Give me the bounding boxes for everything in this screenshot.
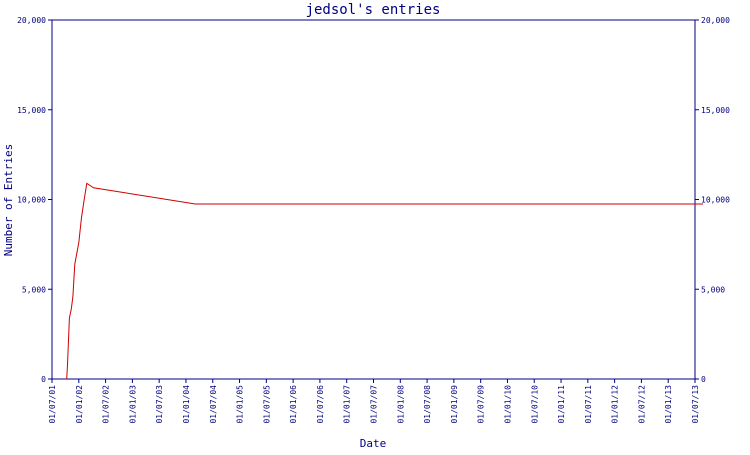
x-tick-label: 01/01/08 (396, 385, 405, 424)
y-tick-label-left: 15,000 (17, 106, 46, 115)
y-tick-label-right: 5,000 (701, 285, 725, 294)
y-tick-label-left: 20,000 (17, 16, 46, 25)
x-tick-label: 01/07/11 (584, 385, 593, 424)
x-tick-label: 01/01/10 (503, 385, 512, 424)
x-tick-label: 01/07/04 (209, 385, 218, 424)
x-tick-label: 01/01/09 (450, 385, 459, 424)
y-tick-label-left: 0 (41, 375, 46, 384)
series-line (66, 182, 703, 380)
x-tick-label: 01/01/12 (611, 385, 620, 424)
y-tick-label-left: 10,000 (17, 196, 46, 205)
x-tick-label: 01/07/08 (423, 385, 432, 424)
y-tick-label-right: 0 (701, 375, 706, 384)
x-tick-label: 01/01/11 (557, 385, 566, 424)
x-tick-label: 01/07/06 (316, 385, 325, 424)
x-tick-label: 01/07/02 (102, 385, 111, 424)
x-tick-label: 01/01/04 (182, 385, 191, 424)
y-axis-label: Number of Entries (2, 144, 15, 257)
x-tick-label: 01/01/13 (664, 385, 673, 424)
x-tick-label: 01/07/05 (262, 385, 271, 424)
y-tick-label-right: 20,000 (701, 16, 730, 25)
x-tick-label: 01/01/05 (236, 385, 245, 424)
x-tick-label: 01/01/03 (128, 385, 137, 424)
x-axis: 01/07/01 01/01/02 01/07/02 01/01/03 01/07/03… (48, 379, 700, 424)
x-axis-label: Date (360, 437, 387, 450)
series-layer (66, 182, 703, 380)
plot-area (51, 19, 696, 380)
y-tick-label-right: 10,000 (701, 196, 730, 205)
y-axis-right: 0 5,000 10,000 15,000 20,000 (695, 16, 730, 384)
x-tick-label: 01/07/01 (48, 385, 57, 424)
x-tick-label: 01/07/07 (370, 385, 379, 424)
y-tick-label-right: 15,000 (701, 106, 730, 115)
chart-title: jedsol's entries (306, 2, 441, 18)
x-tick-label: 01/07/03 (155, 385, 164, 424)
x-tick-label: 01/01/02 (75, 385, 84, 424)
x-tick-label: 01/07/10 (530, 385, 539, 424)
y-axis-left: 0 5,000 10,000 15,000 20,000 (17, 16, 52, 384)
y-tick-label-left: 5,000 (22, 285, 46, 294)
x-tick-label: 01/01/06 (289, 385, 298, 424)
x-tick-label: 01/07/09 (477, 385, 486, 424)
x-tick-label: 01/01/07 (343, 385, 352, 424)
x-tick-label: 01/07/12 (637, 385, 646, 424)
x-tick-label: 01/07/13 (691, 385, 700, 424)
